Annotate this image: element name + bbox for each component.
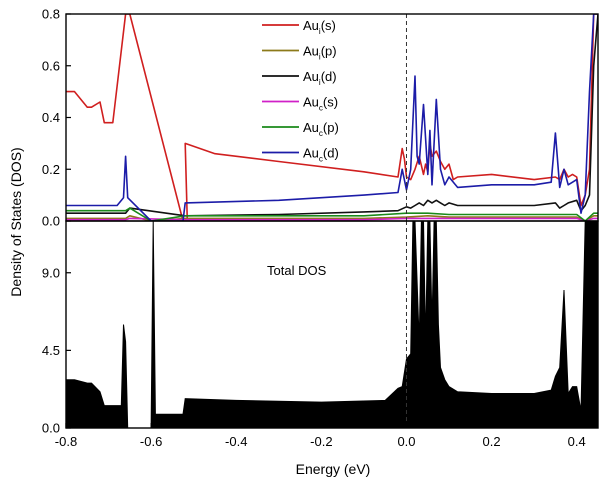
legend-entry: Auc(p)	[303, 120, 339, 138]
series-line-au-c-p-	[66, 207, 598, 221]
legend-entry: Auc(s)	[303, 95, 338, 113]
x-tick-label: -0.8	[55, 434, 77, 449]
legend-entry: Auc(d)	[303, 146, 339, 164]
x-axis-label: Energy (eV)	[296, 461, 371, 477]
top-y-tick-label: 0.6	[42, 58, 60, 73]
x-tick-label: -0.2	[310, 434, 332, 449]
total-dos-area	[66, 221, 598, 428]
legend-entry: Aui(s)	[303, 18, 336, 36]
x-tick-label: -0.6	[140, 434, 162, 449]
top-y-tick-label: 0.8	[42, 7, 60, 22]
x-tick-label: -0.4	[225, 434, 247, 449]
x-tick-label: 0.2	[483, 434, 501, 449]
legend-entry: Aui(p)	[303, 44, 337, 62]
partial-dos-panel	[66, 14, 598, 221]
total-dos-annotation: Total DOS	[267, 263, 327, 278]
axes-layer: 0.0 0.2 0.4 0.6 0.8 0.0 4.5 9.0 -0.8 -0.6 -0.4 -0.2…	[42, 7, 599, 449]
bottom-panel-frame	[65, 220, 599, 429]
bottom-y-tick-label: 0.0	[42, 421, 60, 436]
top-y-tick-label: 0.2	[42, 162, 60, 177]
series-line-au-c-d-	[66, 14, 598, 221]
series-line-au-i-d-	[66, 14, 598, 217]
x-tick-label: 0.0	[397, 434, 415, 449]
x-tick-label: 0.4	[568, 434, 586, 449]
top-y-tick-label: 0.4	[42, 110, 60, 125]
total-dos-panel	[66, 221, 598, 428]
y-axis-label: Density of States (DOS)	[8, 147, 24, 296]
legend-entry: Aui(d)	[303, 69, 337, 87]
bottom-y-tick-label: 4.5	[42, 343, 60, 358]
legend: Aui(s) Aui(p) Aui(d) Auc(s) Auc(p) Auc(d)	[262, 18, 339, 164]
bottom-y-tick-label: 9.0	[42, 265, 60, 280]
top-y-tick-label: 0.0	[42, 214, 60, 229]
